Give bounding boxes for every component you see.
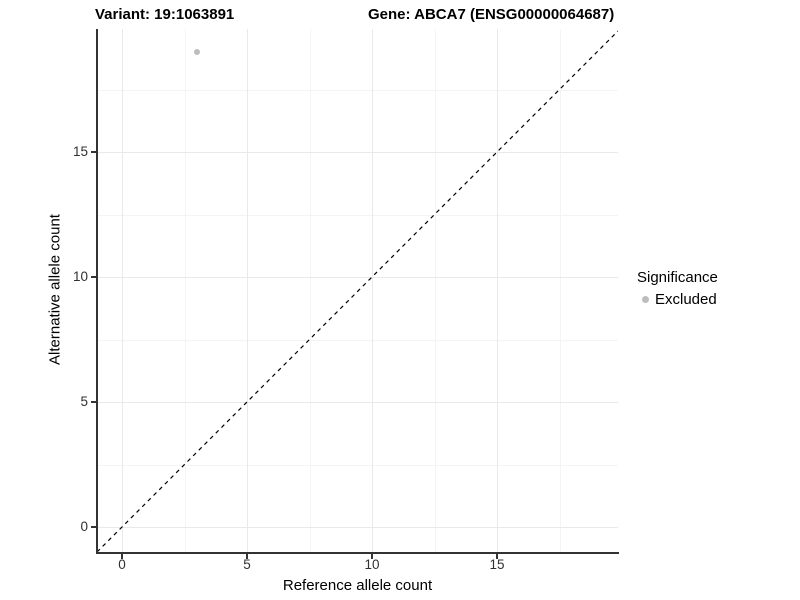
gridline [122, 29, 123, 552]
tick y [91, 151, 96, 153]
x-tick-label: 10 [364, 557, 380, 572]
tick y [91, 526, 96, 528]
y-tick-label: 0 [80, 519, 88, 534]
gridline [97, 339, 618, 341]
legend: Significance Excluded [637, 269, 718, 308]
gridline [184, 29, 186, 552]
data-point [194, 49, 200, 55]
legend-point-swatch [642, 296, 649, 303]
x-tick-label: 15 [489, 557, 505, 572]
identity-reference-line [97, 30, 618, 552]
tick y [91, 401, 96, 403]
plot-title-gene: Gene: ABCA7 (ENSG00000064687) [368, 6, 615, 23]
plot-panel [97, 29, 618, 552]
tick x [121, 553, 123, 559]
x-axis-title: Reference allele count [282, 577, 433, 594]
plot-title-variant: Variant: 19:1063891 [95, 6, 235, 23]
gridline [497, 29, 498, 552]
gridline [97, 464, 618, 466]
gridline [97, 152, 618, 153]
gridline [97, 527, 618, 528]
legend-title: Significance [637, 269, 718, 286]
y-tick-label: 10 [72, 269, 88, 284]
y-axis-line [96, 29, 98, 553]
gridline [247, 29, 248, 552]
tick x [246, 553, 248, 559]
gridline [372, 29, 373, 552]
legend-item-label: Excluded [655, 291, 717, 308]
legend-item-excluded: Excluded [637, 291, 718, 308]
gridline [97, 214, 618, 216]
x-axis-line [96, 552, 619, 554]
gridline [309, 29, 311, 552]
x-tick-label: 5 [243, 557, 251, 572]
x-tick-label: 0 [118, 557, 126, 572]
tick y [91, 276, 96, 278]
y-tick-label: 15 [72, 144, 88, 159]
gridline [97, 402, 618, 403]
y-tick-label: 5 [80, 394, 88, 409]
y-axis-title: Alternative allele count [46, 214, 64, 365]
gridline [434, 29, 436, 552]
gridline [97, 89, 618, 91]
gridline [559, 29, 561, 552]
tick x [371, 553, 373, 559]
gridline [97, 277, 618, 278]
tick x [496, 553, 498, 559]
